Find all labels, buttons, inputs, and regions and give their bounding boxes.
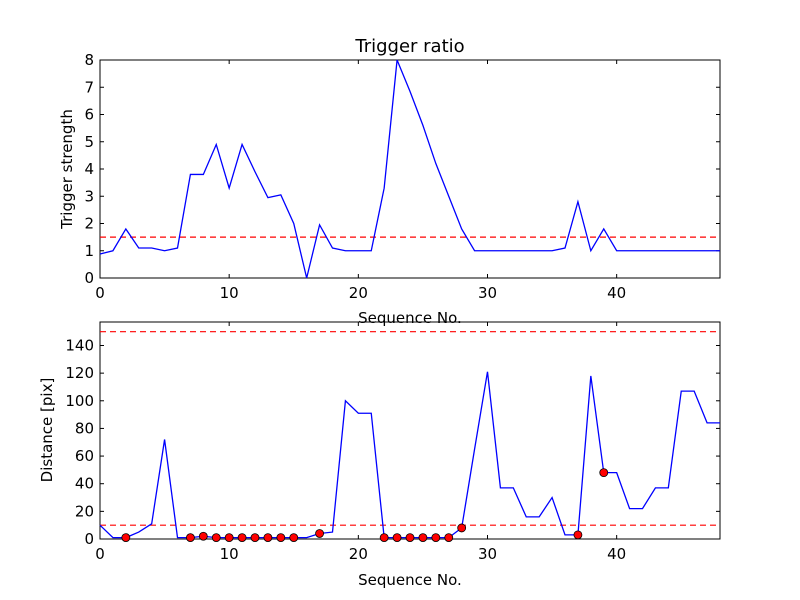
x-axis-label: Sequence No. xyxy=(358,571,462,589)
x-tick-label: 40 xyxy=(607,284,626,302)
y-tick-label: 60 xyxy=(75,447,94,465)
data-point xyxy=(392,533,402,543)
x-tick-label: 0 xyxy=(95,545,105,563)
data-point xyxy=(237,533,247,543)
data-point xyxy=(211,533,221,543)
data-point xyxy=(263,533,273,543)
y-tick-label: 140 xyxy=(65,336,94,354)
y-axis-label: Trigger strength xyxy=(58,109,76,230)
y-tick-label: 1 xyxy=(84,242,94,260)
y-axis-label: Distance [pix] xyxy=(38,378,56,483)
x-tick-label: 30 xyxy=(478,545,497,563)
distance-chart: Sequence No. Distance [pix] 0 10 20 30 40 0 20… xyxy=(38,321,721,589)
data-point xyxy=(405,533,415,543)
y-tick-label: 7 xyxy=(84,78,94,96)
y-tick-label: 3 xyxy=(84,187,94,205)
data-point xyxy=(444,533,454,543)
y-tick-label: 20 xyxy=(75,502,94,520)
plot-frame xyxy=(99,321,721,540)
x-tick-label: 10 xyxy=(220,284,239,302)
trigger-ratio-chart: Trigger ratio Sequence No. Trigger stren… xyxy=(58,36,721,327)
x-tick-label: 30 xyxy=(478,284,497,302)
y-tick-label: 80 xyxy=(75,419,94,437)
series-line xyxy=(99,371,720,539)
data-point xyxy=(315,529,324,538)
y-tick-label: 120 xyxy=(65,364,94,382)
x-axis-label: Sequence No. xyxy=(358,309,462,327)
data-point xyxy=(276,533,286,543)
data-point xyxy=(186,533,195,543)
chart-title: Trigger ratio xyxy=(354,36,464,57)
y-tick-label: 8 xyxy=(84,51,94,69)
x-tick-label: 0 xyxy=(95,284,105,302)
y-tick-label: 0 xyxy=(84,269,94,287)
data-point xyxy=(457,523,467,533)
x-tick-label: 10 xyxy=(220,545,239,563)
data-point xyxy=(250,533,260,543)
x-tick-label: 20 xyxy=(349,284,368,302)
x-tick-label: 20 xyxy=(349,545,368,563)
y-tick-label: 40 xyxy=(75,475,94,493)
y-tick-label: 4 xyxy=(84,160,94,178)
data-point xyxy=(573,530,583,540)
y-tick-label: 2 xyxy=(84,215,94,233)
data-point xyxy=(599,468,609,478)
data-point xyxy=(198,531,208,541)
y-tick-label: 0 xyxy=(84,530,94,548)
data-point xyxy=(224,533,234,543)
x-tick-label: 40 xyxy=(607,545,626,563)
data-point xyxy=(418,533,428,543)
y-tick-label: 6 xyxy=(84,106,94,124)
series-line xyxy=(99,59,720,279)
data-point xyxy=(121,533,131,543)
data-point xyxy=(379,533,389,543)
y-tick-label: 5 xyxy=(84,133,94,151)
y-tick-label: 100 xyxy=(65,392,94,410)
data-point xyxy=(431,533,441,543)
data-point xyxy=(289,533,299,543)
